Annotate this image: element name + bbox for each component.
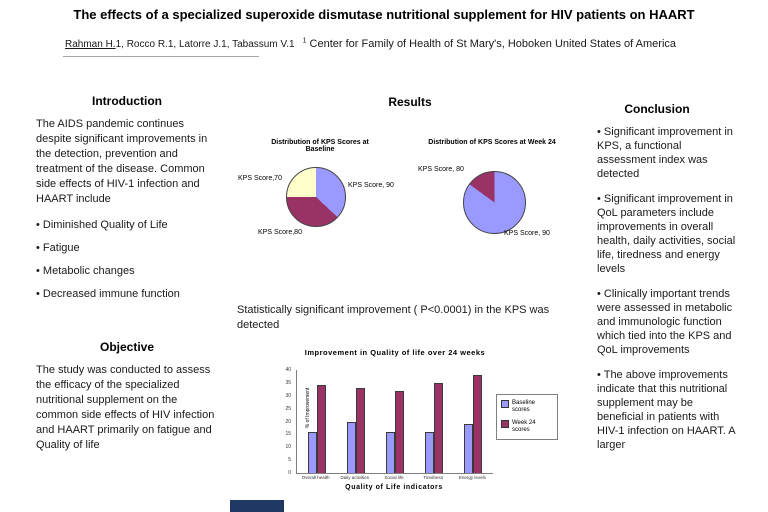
pie-slice-label: KPS Score,80 xyxy=(258,229,302,236)
chart-legend: Baseline scores Week 24 scores xyxy=(496,394,558,440)
introduction-body: The AIDS pandemic continues despite sign… xyxy=(36,118,208,205)
results-heading: Results xyxy=(388,95,432,109)
bar-chart: Improvement in Quality of life over 24 w… xyxy=(280,345,570,505)
pie-slice-label: KPS Score, 80 xyxy=(418,166,464,173)
pie-chart-baseline xyxy=(286,167,346,227)
y-tick-label: 40 xyxy=(285,367,291,373)
conclusion-section: Conclusion Significant improvement in KP… xyxy=(597,102,737,463)
objective-section: Objective The study was conducted to ass… xyxy=(36,340,218,453)
bar xyxy=(434,382,444,473)
y-tick-label: 15 xyxy=(285,431,291,438)
list-item: Diminished Quality of Life xyxy=(36,218,218,233)
pie-slice-label: KPS Score, 90 xyxy=(504,230,550,237)
legend-entry: Baseline scores xyxy=(501,400,553,414)
list-item: Fatigue xyxy=(36,241,218,256)
legend-label: Baseline scores xyxy=(512,400,536,413)
pie-chart-week24 xyxy=(463,171,526,234)
x-category-label: Tiredness xyxy=(423,475,443,480)
authors-rest: 1, Rocco R.1, Latorre J.1, Tabassum V.1 xyxy=(115,39,295,50)
objective-body: The study was conducted to assess the ef… xyxy=(36,364,215,451)
affiliation-superscript: 1 xyxy=(302,37,307,45)
y-axis-ticks: 0 5 10 15 20 25 30 35 40 xyxy=(280,367,294,476)
bar-group xyxy=(454,370,493,473)
y-tick-label: 35 xyxy=(285,379,291,386)
legend-swatch-icon xyxy=(501,420,509,428)
conclusion-bullet: The above improvements indicate that thi… xyxy=(597,368,737,452)
bar-group xyxy=(375,370,414,473)
legend-entry: Week 24 scores xyxy=(501,420,553,434)
list-item: Metabolic changes xyxy=(36,264,218,279)
significance-note: Statistically significant improvement ( … xyxy=(237,304,550,331)
pie-slice-label: KPS Score,70 xyxy=(238,175,282,182)
x-category-label: Overall health xyxy=(301,475,330,480)
bar xyxy=(464,424,474,473)
pie-slice-label: KPS Score, 90 xyxy=(348,182,394,189)
conclusion-bullet: Significant improvement in KPS, a functi… xyxy=(597,125,737,181)
bar-group xyxy=(336,370,375,473)
divider-line xyxy=(63,56,259,57)
list-item: Decreased immune function xyxy=(36,287,218,302)
y-tick-label: 0 xyxy=(288,470,291,476)
bar xyxy=(473,375,483,473)
y-tick-label: 10 xyxy=(285,444,291,451)
authors: Rahman H.1, Rocco R.1, Latorre J.1, Taba… xyxy=(65,39,295,50)
pie-week24-title: Distribution of KPS Scores at Week 24 xyxy=(428,139,556,146)
bar-plot xyxy=(296,370,493,474)
affiliation-text: Center for Family of Health of St Mary's… xyxy=(309,38,677,50)
pie-baseline-title: Distribution of KPS Scores at Baseline xyxy=(271,139,369,153)
conclusion-heading: Conclusion xyxy=(624,102,690,116)
introduction-heading: Introduction xyxy=(92,94,162,108)
legend-swatch-icon xyxy=(501,400,509,408)
bar xyxy=(346,421,356,473)
x-category-label: Social life xyxy=(384,475,404,480)
bar-chart-title: Improvement in Quality of life over 24 w… xyxy=(304,348,486,357)
bar-group xyxy=(415,370,454,473)
x-category-label: Daily activities xyxy=(340,475,370,480)
bar xyxy=(316,385,326,473)
poster-title: The effects of a specialized superoxide … xyxy=(73,7,695,22)
y-tick-label: 30 xyxy=(285,392,291,399)
introduction-bullets: Diminished Quality of Life Fatigue Metab… xyxy=(36,218,218,302)
y-tick-label: 5 xyxy=(288,457,291,464)
affiliation: 1 Center for Family of Health of St Mary… xyxy=(302,37,677,50)
footer-box xyxy=(230,500,284,512)
x-category-label: Energy levels xyxy=(458,475,486,480)
legend-label: Week 24 scores xyxy=(512,420,536,433)
bar xyxy=(355,388,365,473)
conclusion-bullet: Significant improvement in QoL parameter… xyxy=(597,192,737,276)
bar xyxy=(395,390,404,473)
x-axis-labels: Overall health Daily activities Social lif… xyxy=(296,475,492,480)
bar-group xyxy=(297,370,336,473)
y-tick-label: 20 xyxy=(285,418,291,425)
objective-heading: Objective xyxy=(99,340,155,354)
bar xyxy=(425,431,435,473)
bar xyxy=(307,431,317,473)
y-tick-label: 25 xyxy=(285,405,291,412)
x-axis-title: Quality of Life indicators xyxy=(345,484,443,491)
conclusion-bullet: Clinically important trends were assesse… xyxy=(597,287,737,357)
author-first: Rahman H. xyxy=(65,39,116,50)
bar xyxy=(386,431,395,473)
introduction-section: Introduction The AIDS pandemic continues… xyxy=(36,94,218,310)
authors-line: Rahman H.1, Rocco R.1, Latorre J.1, Taba… xyxy=(65,34,725,52)
